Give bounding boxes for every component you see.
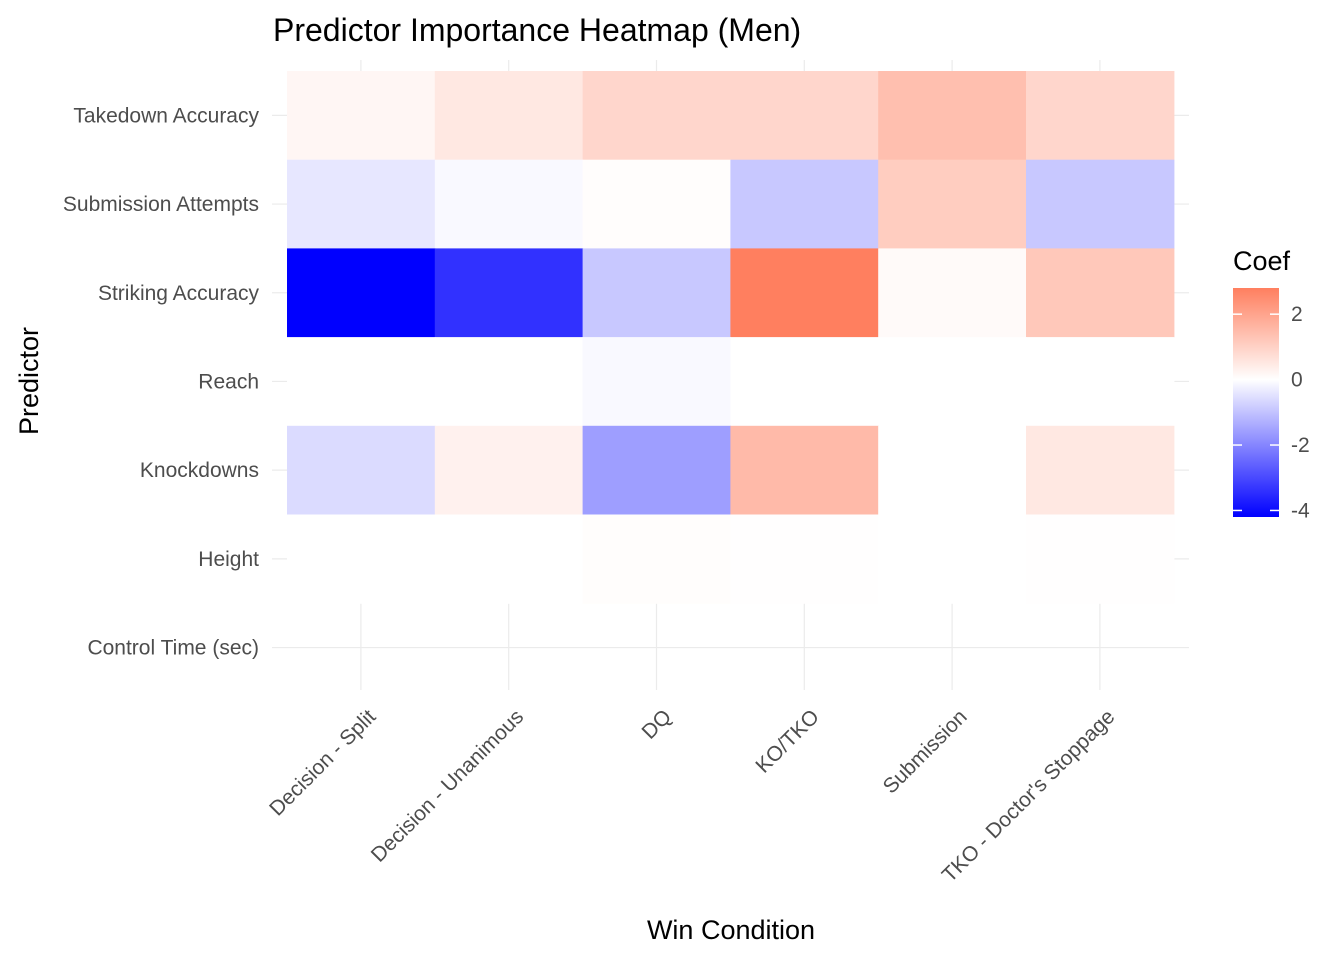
heatmap-cell [582,425,731,516]
x-tick-label: TKO - Doctor's Stoppage [938,705,1120,887]
heatmap-cell [582,71,731,161]
heatmap-cell [287,425,436,516]
x-axis-title: Win Condition [647,915,815,945]
legend-tick-label: -2 [1291,434,1310,457]
heatmap-cell [878,159,1027,249]
heatmap-cell [287,159,436,249]
y-tick-label: Knockdowns [140,459,259,482]
heatmap-cell [434,425,584,516]
legend-tick-label: -4 [1291,499,1310,522]
y-tick-labels: Takedown Accuracy Submission Attempts Stri… [63,104,260,659]
x-tick-label: DQ [637,705,676,744]
heatmap-cell [730,337,879,427]
heatmap-cell [878,425,1027,516]
legend-tick-label: 2 [1291,303,1303,326]
y-tick-label: Height [198,548,259,571]
y-tick-label: Reach [198,370,259,393]
chart-title: Predictor Importance Heatmap (Men) [273,12,801,48]
heatmap-cell [287,337,436,427]
x-tick-label: Submission [879,705,972,798]
y-tick-label: Control Time (sec) [87,637,259,660]
legend-ticks: 2 0 -2 -4 [1233,303,1310,522]
heatmap-cell [434,71,584,161]
x-tick-label: KO/TKO [751,705,823,777]
heatmap-cell [730,514,879,604]
heatmap-cell [1026,248,1175,338]
heatmap-cell [582,337,731,427]
heatmap-cell [878,337,1027,427]
legend-tick-label: 0 [1291,369,1303,392]
heatmap-cell [1026,71,1175,161]
heatmap-cell [434,337,584,427]
legend-title: Coef [1233,246,1291,276]
heatmap-cell [1026,159,1175,249]
heatmap-cell [582,514,731,604]
y-axis-title: Predictor [14,327,44,435]
heatmap-cell [434,248,584,338]
heatmap-cell [434,159,584,249]
heatmap-cell [1026,425,1175,516]
heatmap-cell [287,248,436,338]
heatmap-cell [878,514,1027,604]
heatmap-cell [730,71,879,161]
heatmap-cell [434,514,584,604]
heatmap-cell [730,159,879,249]
heatmap-cell [730,425,879,516]
legend-colorbar [1233,288,1279,517]
heatmap-cell [287,71,436,161]
heatmap-cell [582,248,731,338]
heatmap-cell [878,71,1027,161]
heatmap-cell [878,248,1027,338]
heatmap-cell [287,514,436,604]
y-tick-label: Submission Attempts [63,193,259,216]
heatmap-cell [730,248,879,338]
y-tick-label: Striking Accuracy [98,282,260,305]
heatmap-cell [1026,337,1175,427]
color-legend: Coef 2 0 -2 -4 [1233,246,1310,522]
heatmap-cell [1026,514,1175,604]
heatmap-cells [287,71,1175,604]
x-tick-label: Decision - Unanimous [367,705,529,867]
y-tick-label: Takedown Accuracy [73,104,259,127]
x-tick-label: Decision - Split [265,705,380,820]
heatmap-cell [582,159,731,249]
